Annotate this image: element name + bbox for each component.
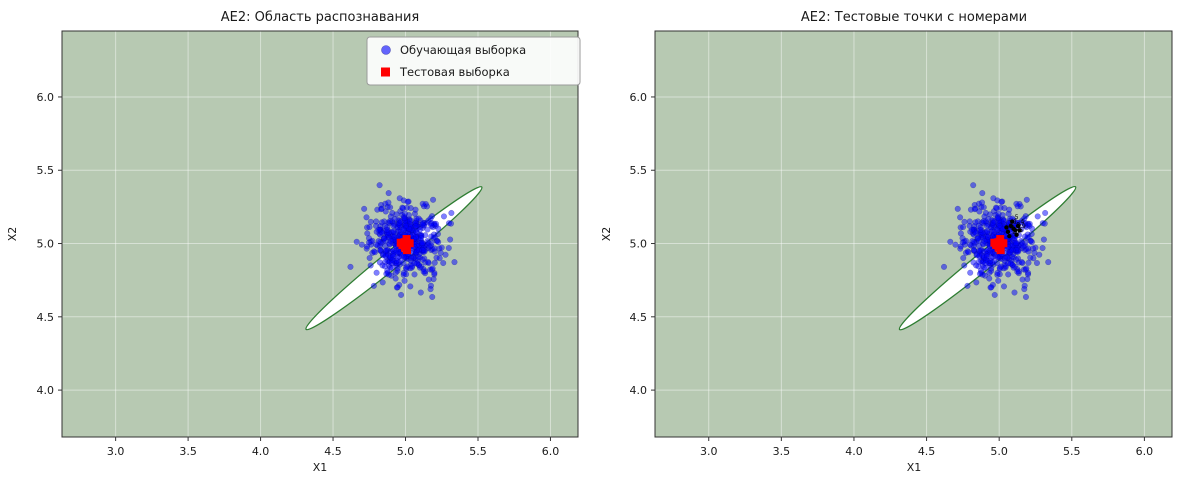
svg-text:6.0: 6.0 bbox=[37, 91, 55, 104]
svg-text:4.5: 4.5 bbox=[37, 311, 55, 324]
svg-text:5.5: 5.5 bbox=[469, 445, 487, 458]
svg-text:8: 8 bbox=[1016, 221, 1020, 228]
svg-text:5.5: 5.5 bbox=[630, 164, 648, 177]
x-axis-label-right: X1 bbox=[907, 461, 922, 474]
svg-text:4.5: 4.5 bbox=[324, 445, 342, 458]
svg-text:9: 9 bbox=[1022, 223, 1026, 230]
test-sample-points bbox=[396, 235, 414, 255]
legend-marker-circle bbox=[381, 45, 391, 55]
svg-text:6.0: 6.0 bbox=[542, 445, 560, 458]
svg-text:7: 7 bbox=[1009, 220, 1013, 227]
svg-text:5.0: 5.0 bbox=[37, 238, 55, 251]
svg-text:5.5: 5.5 bbox=[1063, 445, 1081, 458]
svg-text:3.5: 3.5 bbox=[773, 445, 791, 458]
y-axis-label-right: X2 bbox=[600, 227, 613, 242]
test-sample-points bbox=[990, 235, 1008, 255]
svg-text:10: 10 bbox=[1012, 229, 1020, 236]
y-axis-label-left: X2 bbox=[6, 227, 19, 242]
chart-title-right: AE2: Тестовые точки с номерами bbox=[801, 10, 1027, 25]
legend: Обучающая выборка Тестовая выборка bbox=[366, 36, 581, 86]
chart-numbered-test-points: 12345678910 3.0 3.5 4.0 4.5 5.0 5.5 6.0 4.0 4.5 5.… bbox=[594, 0, 1189, 490]
plot-background bbox=[62, 31, 578, 437]
svg-text:4.5: 4.5 bbox=[630, 311, 648, 324]
axis-ticks: 3.0 3.5 4.0 4.5 5.0 5.5 6.0 4.0 4.5 5.0 5.5 6.0 bbox=[37, 91, 560, 458]
svg-text:4.5: 4.5 bbox=[918, 445, 936, 458]
svg-text:5.5: 5.5 bbox=[37, 164, 55, 177]
svg-text:4.0: 4.0 bbox=[845, 445, 863, 458]
plot-area-right: 12345678910 3.0 3.5 4.0 4.5 5.0 5.5 6.0 4.0 4.5 5.… bbox=[630, 30, 1173, 458]
svg-text:5.0: 5.0 bbox=[630, 238, 648, 251]
svg-text:3.5: 3.5 bbox=[179, 445, 197, 458]
chart-recognition-region: 3.0 3.5 4.0 4.5 5.0 5.5 6.0 4.0 4.5 5.0 5.5 6.0 Обуч… bbox=[0, 0, 594, 490]
legend-entry-label: Тестовая выборка bbox=[399, 65, 510, 79]
x-axis-label-left: X1 bbox=[313, 461, 328, 474]
svg-text:5.0: 5.0 bbox=[397, 445, 415, 458]
svg-text:1: 1 bbox=[1013, 218, 1017, 225]
recognition-region-plot: 3.0 3.5 4.0 4.5 5.0 5.5 6.0 4.0 4.5 5.0 5.5 6.0 Обуч… bbox=[6, 10, 581, 474]
svg-text:5: 5 bbox=[1015, 214, 1019, 221]
svg-text:6.0: 6.0 bbox=[630, 91, 648, 104]
legend-marker-square bbox=[381, 67, 390, 77]
axes-spines bbox=[654, 30, 1173, 438]
axes-spines bbox=[61, 30, 579, 438]
svg-text:4.0: 4.0 bbox=[252, 445, 270, 458]
axis-ticks: 3.0 3.5 4.0 4.5 5.0 5.5 6.0 4.0 4.5 5.0 5.5 6.0 bbox=[630, 91, 1154, 458]
legend-entry-label: Обучающая выборка bbox=[400, 43, 526, 57]
svg-text:4.0: 4.0 bbox=[630, 384, 648, 397]
numbered-test-points-plot: 12345678910 3.0 3.5 4.0 4.5 5.0 5.5 6.0 4.0 4.5 5.… bbox=[600, 10, 1173, 474]
svg-text:4.0: 4.0 bbox=[37, 384, 55, 397]
plot-area-left: 3.0 3.5 4.0 4.5 5.0 5.5 6.0 4.0 4.5 5.0 5.5 6.0 Обуч… bbox=[37, 30, 581, 458]
plot-background bbox=[655, 31, 1172, 437]
numbered-test-points: 12345678910 bbox=[1004, 214, 1026, 239]
svg-text:6.0: 6.0 bbox=[1136, 445, 1154, 458]
svg-text:4: 4 bbox=[1021, 218, 1025, 225]
svg-text:5.0: 5.0 bbox=[990, 445, 1008, 458]
svg-text:3.0: 3.0 bbox=[700, 445, 718, 458]
chart-title-left: AE2: Область распознавания bbox=[221, 10, 420, 25]
svg-text:3.0: 3.0 bbox=[107, 445, 125, 458]
